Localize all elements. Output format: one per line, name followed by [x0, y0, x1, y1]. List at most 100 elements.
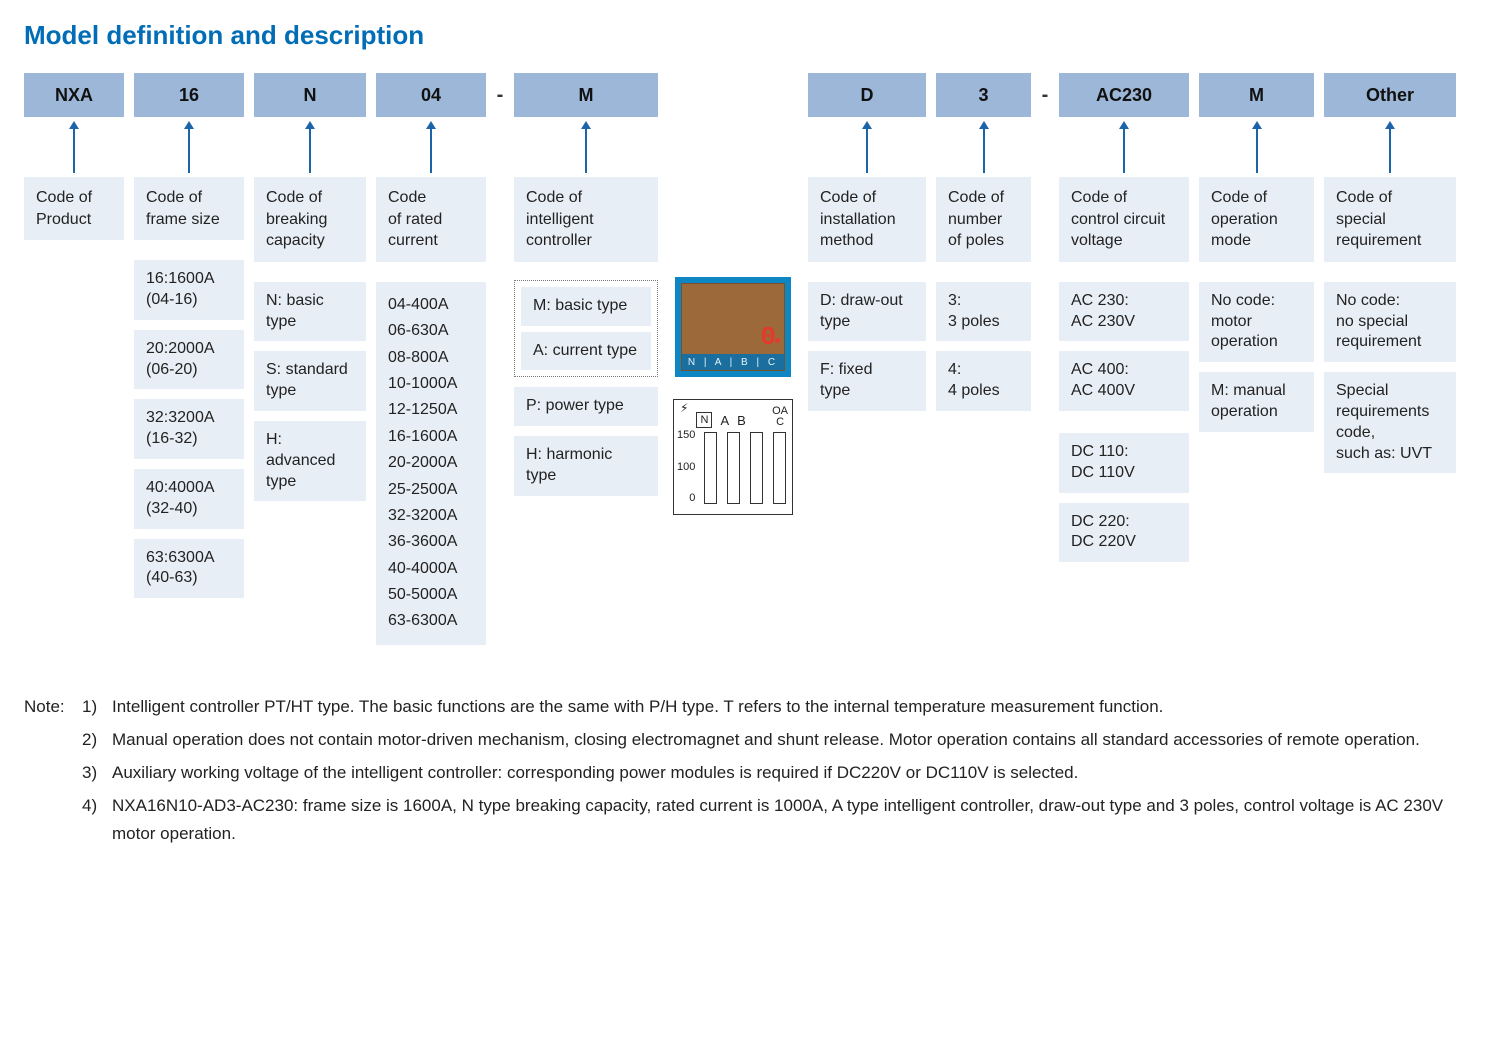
hdr-d: D	[808, 73, 926, 117]
hdr-m: M	[514, 73, 658, 117]
arrow-icon	[254, 117, 366, 177]
notes-section: Note: 1) Intelligent controller PT/HT ty…	[24, 693, 1476, 847]
dash-icon: -	[1041, 73, 1049, 117]
dash-icon: -	[496, 73, 504, 117]
col-ac230: AC230 Code of control circuit voltage AC…	[1059, 73, 1189, 562]
opt-ac230: AC 400: AC 400V	[1059, 351, 1189, 411]
opt-other: No code: no special requirement	[1324, 282, 1456, 362]
opt-other: Special requirements code, such as: UVT	[1324, 372, 1456, 473]
meter-tick: 0	[677, 493, 695, 504]
desc-04: Code of rated current	[376, 177, 486, 262]
col-nxa: NXA Code of Product	[24, 73, 124, 240]
opt-m2: M: manual operation	[1199, 372, 1314, 432]
opt-16: 16:1600A (04-16)	[134, 260, 244, 320]
meter-letter: B	[737, 413, 746, 428]
hdr-nxa: NXA	[24, 73, 124, 117]
opt-ac230: DC 220: DC 220V	[1059, 503, 1189, 563]
arrow-icon	[24, 117, 124, 177]
hdr-n: N	[254, 73, 366, 117]
note-num: 4)	[82, 792, 112, 846]
meter-bar	[727, 432, 740, 504]
col-3: 3 Code of number of poles 3: 3 poles 4: …	[936, 73, 1031, 411]
opt-3: 3: 3 poles	[936, 282, 1031, 342]
hdr-m2: M	[1199, 73, 1314, 117]
opt-m: M: basic type	[521, 287, 651, 326]
arrow-icon	[1324, 117, 1456, 177]
opt-d: D: draw-out type	[808, 282, 926, 342]
desc-ac230: Code of control circuit voltage	[1059, 177, 1189, 262]
meter-tick: 100	[677, 462, 695, 473]
opt-04-list: 04-400A 06-630A 08-800A 10-1000A 12-1250…	[376, 282, 486, 645]
notes-lead: Note:	[24, 693, 82, 720]
meter-bar	[704, 432, 717, 504]
hdr-other: Other	[1324, 73, 1456, 117]
opt-16: 40:4000A (32-40)	[134, 469, 244, 529]
opt-n: S: standard type	[254, 351, 366, 411]
desc-nxa: Code of Product	[24, 177, 124, 240]
col-m: M Code of intelligent controller M: basi…	[514, 73, 658, 496]
desc-m: Code of intelligent controller	[514, 177, 658, 262]
hdr-3: 3	[936, 73, 1031, 117]
meter-letter: A	[720, 413, 729, 428]
desc-other: Code of special requirement	[1324, 177, 1456, 262]
device-led-dot	[775, 338, 780, 343]
opt-m: P: power type	[514, 387, 658, 426]
page-title: Model definition and description	[24, 20, 1476, 51]
arrow-icon	[514, 117, 658, 177]
opt-ac230: AC 230: AC 230V	[1059, 282, 1189, 342]
desc-n: Code of breaking capacity	[254, 177, 366, 262]
meter-n-box: N	[696, 412, 712, 428]
desc-3: Code of number of poles	[936, 177, 1031, 262]
opt-16: 20:2000A (06-20)	[134, 330, 244, 390]
opt-d: F: fixed type	[808, 351, 926, 411]
col-n: N Code of breaking capacity N: basic typ…	[254, 73, 366, 501]
desc-m2: Code of operation mode	[1199, 177, 1314, 262]
note-text: NXA16N10-AD3-AC230: frame size is 1600A,…	[112, 792, 1476, 846]
col-other: Other Code of special requirement No cod…	[1324, 73, 1456, 473]
model-diagram: NXA Code of Product 16 Code of frame siz…	[24, 73, 1476, 645]
desc-d: Code of installation method	[808, 177, 926, 262]
col-16: 16 Code of frame size 16:1600A (04-16) 2…	[134, 73, 244, 598]
opt-n: H: advanced type	[254, 421, 366, 501]
bar-meter-image: ⚡︎ N A B OA C 150 100 0	[673, 399, 793, 515]
opt-16: 32:3200A (16-32)	[134, 399, 244, 459]
hdr-16: 16	[134, 73, 244, 117]
col-d: D Code of installation method D: draw-ou…	[808, 73, 926, 411]
note-text: Manual operation does not contain motor-…	[112, 726, 1476, 753]
note-num: 3)	[82, 759, 112, 786]
note-num: 1)	[82, 693, 112, 720]
arrow-icon	[808, 117, 926, 177]
controller-device-image: 0 N | A | B | C	[675, 277, 791, 377]
col-04: 04 Code of rated current 04-400A 06-630A…	[376, 73, 486, 645]
note-text: Auxiliary working voltage of the intelli…	[112, 759, 1476, 786]
meter-tick: 150	[677, 430, 695, 441]
arrow-icon	[376, 117, 486, 177]
opt-m2: No code: motor operation	[1199, 282, 1314, 362]
col-m2: M Code of operation mode No code: motor …	[1199, 73, 1314, 432]
dash-sep: -	[496, 73, 504, 117]
opt-16: 63:6300A (40-63)	[134, 539, 244, 599]
desc-16: Code of frame size	[134, 177, 244, 240]
arrow-icon	[1199, 117, 1314, 177]
meter-bar	[773, 432, 786, 504]
opt-3: 4: 4 poles	[936, 351, 1031, 411]
meter-letter: C	[776, 417, 784, 428]
meter-oa: OA C	[772, 406, 788, 428]
opt-ac230: DC 110: DC 110V	[1059, 433, 1189, 493]
opt-n: N: basic type	[254, 282, 366, 342]
note-text: Intelligent controller PT/HT type. The b…	[112, 693, 1476, 720]
arrow-icon	[1059, 117, 1189, 177]
opt-m: H: harmonic type	[514, 436, 658, 496]
arrow-icon	[936, 117, 1031, 177]
hdr-ac230: AC230	[1059, 73, 1189, 117]
col-images: 0 N | A | B | C ⚡︎ N A B OA C	[668, 73, 798, 515]
meter-bar	[750, 432, 763, 504]
device-digit: 0	[760, 322, 774, 352]
meter-ticks: 150 100 0	[677, 430, 695, 504]
lightning-icon: ⚡︎	[680, 402, 688, 414]
device-strip: N | A | B | C	[682, 354, 784, 370]
arrow-icon	[134, 117, 244, 177]
hdr-04: 04	[376, 73, 486, 117]
boxed-group-m: M: basic type A: current type	[514, 280, 658, 378]
note-num: 2)	[82, 726, 112, 753]
